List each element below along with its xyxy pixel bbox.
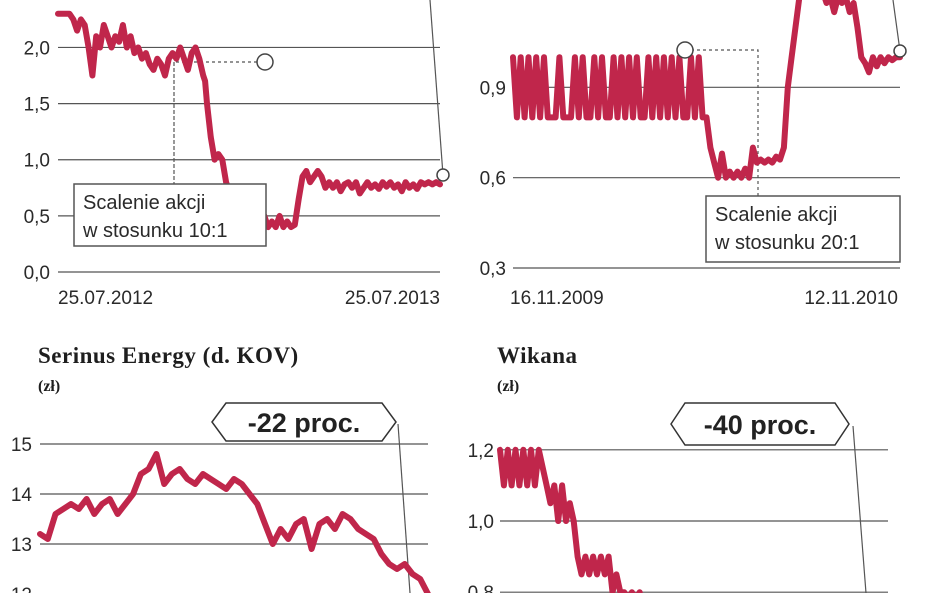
y-tick-label: 0,9 xyxy=(480,78,506,99)
series-line xyxy=(37,451,431,593)
connector-line xyxy=(429,0,444,176)
connector-line xyxy=(892,0,901,52)
end-marker xyxy=(893,44,907,58)
y-tick-label: 0,8 xyxy=(468,583,494,593)
series-line xyxy=(497,446,643,593)
chart-4-unit: (zł) xyxy=(497,378,520,395)
y-tick-label: 1,5 xyxy=(24,95,50,116)
chart-3: 12 13 14 15 -22 proc. xyxy=(11,402,431,593)
y-tick-label: 0,6 xyxy=(480,169,506,190)
annotation-text: w stosunku 10:1 xyxy=(82,220,228,242)
split-marker xyxy=(256,53,274,71)
y-tick-label: 0,5 xyxy=(24,207,50,228)
y-tick-label: 1,2 xyxy=(468,441,494,462)
callout-text: -40 proc. xyxy=(704,410,817,440)
chart-4-title: Wikana xyxy=(497,343,578,368)
end-marker xyxy=(436,168,450,182)
x-tick-label: 25.07.2013 xyxy=(345,288,440,309)
chart-3-unit: (zł) xyxy=(38,378,61,395)
y-tick-label: 0,3 xyxy=(480,259,506,280)
y-tick-label: 14 xyxy=(11,485,33,506)
annotation-text: Scalenie akcji xyxy=(715,204,837,226)
y-tick-label: 13 xyxy=(11,535,32,556)
callout-box xyxy=(211,402,397,442)
y-tick-label: 1,0 xyxy=(468,512,494,533)
chart-4: 0,8 1,0 1,2 -40 proc. xyxy=(468,402,888,593)
annotation-text: w stosunku 20:1 xyxy=(714,232,860,254)
x-tick-label: 12.11.2010 xyxy=(804,288,898,309)
x-tick-label: 25.07.2012 xyxy=(58,288,153,309)
annotation-leader xyxy=(173,61,265,184)
chart-3-title: Serinus Energy (d. KOV) xyxy=(38,343,299,368)
y-tick-label: 2,0 xyxy=(24,38,50,59)
split-marker xyxy=(676,41,694,59)
annotation-text: Scalenie akcji xyxy=(83,192,205,214)
annotation-box xyxy=(705,195,901,263)
callout-text: -22 proc. xyxy=(248,408,361,438)
y-tick-label: 1,0 xyxy=(24,151,50,172)
annotation-leader xyxy=(685,49,759,196)
series-line xyxy=(510,0,903,181)
chart-1: 0,0 0,5 1,0 1,5 2,0 25.07.2012 25.07.2013 Scale… xyxy=(24,0,450,309)
y-tick-label: 15 xyxy=(11,435,32,456)
x-tick-label: 16.11.2009 xyxy=(510,288,604,309)
callout-box xyxy=(670,402,850,446)
y-tick-label: 0,0 xyxy=(24,263,50,284)
chart-2: 0,3 0,6 0,9 16.11.2009 12.11.2010 Scalenie ak… xyxy=(480,0,907,309)
y-tick-label: 12 xyxy=(11,585,32,593)
annotation-box xyxy=(73,183,267,247)
connector-line xyxy=(852,425,867,593)
